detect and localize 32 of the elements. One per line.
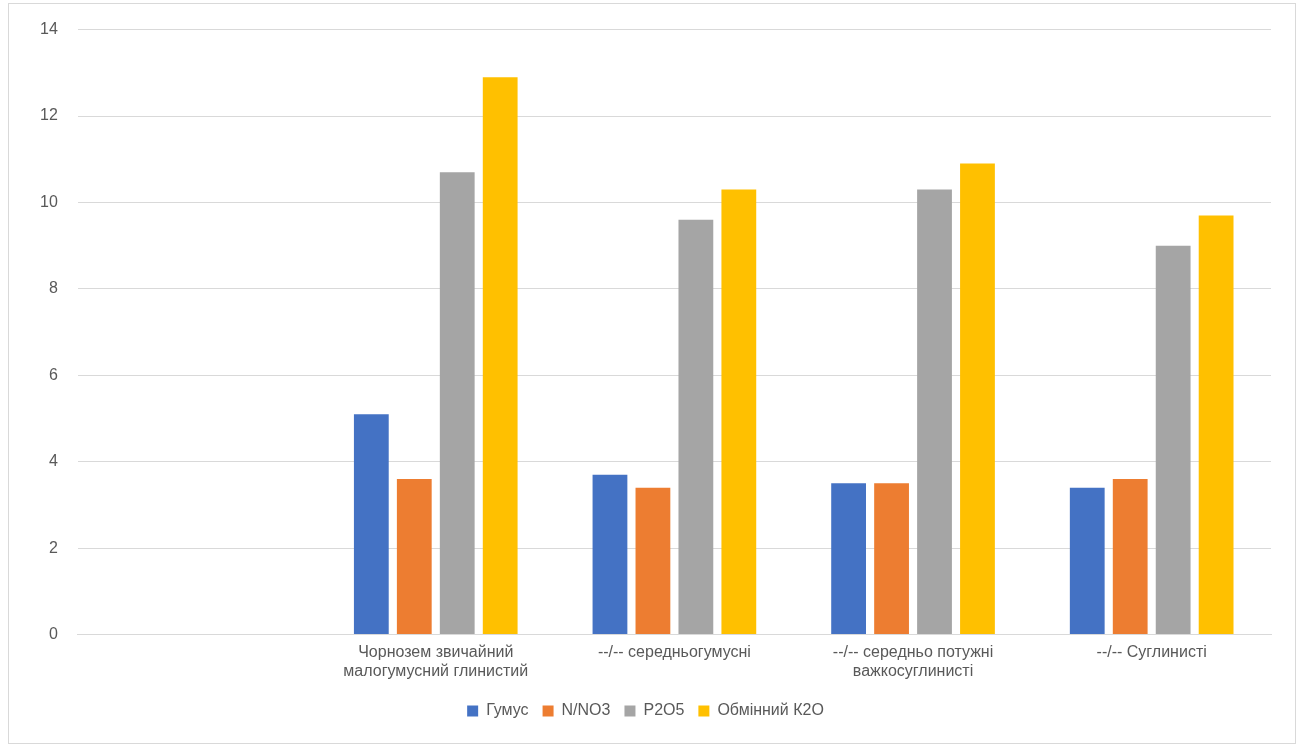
x-tick-label: --/-- середньогумусні <box>597 642 751 660</box>
bar <box>917 189 952 635</box>
x-tick-label: --/-- Суглинисті <box>1096 642 1207 660</box>
legend-label: P2O5 <box>643 701 685 719</box>
bar <box>960 163 995 635</box>
bar <box>1112 479 1148 635</box>
x-tick-label: --/-- середньо потужні важкосуглинисті <box>832 642 994 679</box>
bar <box>1198 215 1234 635</box>
y-tick-label: 4 <box>48 452 58 470</box>
y-tick-label: 6 <box>48 365 58 383</box>
y-tick-label: 12 <box>40 106 58 124</box>
bar <box>1155 245 1191 635</box>
y-tick-label: 0 <box>48 625 58 643</box>
y-tick-label: 2 <box>48 538 58 556</box>
bar <box>1069 487 1105 635</box>
bar <box>353 414 389 635</box>
bar <box>874 483 909 635</box>
y-tick-label: 10 <box>40 192 58 210</box>
bar <box>482 77 518 635</box>
y-tick-label: 14 <box>40 20 58 38</box>
bar <box>721 189 757 635</box>
legend-label: Гумус <box>486 701 529 719</box>
bar <box>678 219 714 635</box>
legend-label: N/NO3 <box>561 701 611 719</box>
bar <box>439 172 475 635</box>
y-tick-label: 8 <box>48 279 58 297</box>
bar <box>396 479 432 635</box>
bar <box>831 483 866 635</box>
bar <box>592 474 628 635</box>
bar <box>635 487 671 635</box>
legend-label: Обмінний К2О <box>717 701 824 719</box>
x-tick-label: Чорнозем звичайний малогумусний глинистий <box>343 642 529 679</box>
